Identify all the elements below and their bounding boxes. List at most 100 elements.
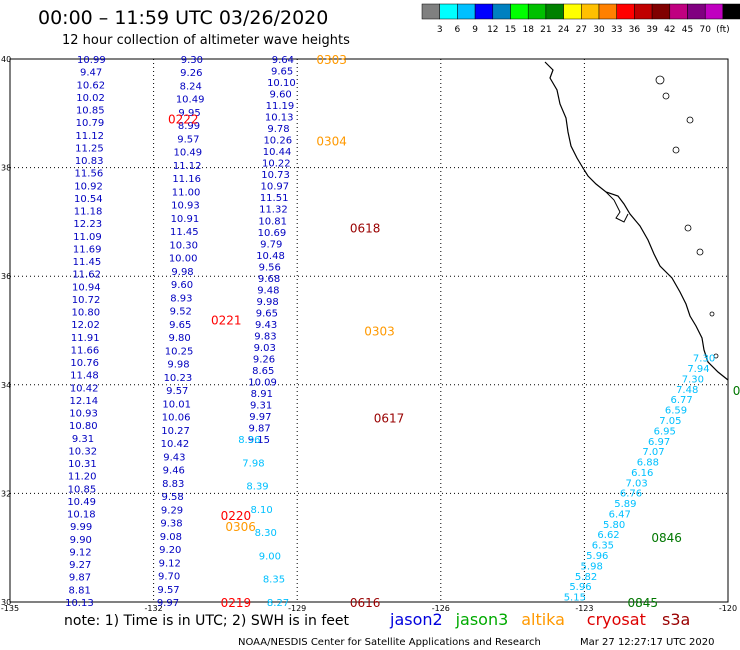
legend-label: (ft) [716,25,730,35]
swh-value: 11.91 [71,333,100,344]
swh-value: 7.07 [642,447,664,458]
swh-value: 11.00 [172,187,201,198]
pass-time-label: 0303 [316,53,347,67]
swh-value: 8.27 [267,598,289,609]
legend-label: 9 [472,25,478,35]
mission-label: jason3 [455,610,509,629]
swh-value: 5.80 [603,520,625,531]
pass-time-label: 0220 [221,509,252,523]
lat-label: 36 [1,272,11,281]
swh-value: 8.24 [180,81,202,92]
legend-label: 3 [437,25,443,35]
legend-swatch [421,3,440,20]
swh-value: 9.90 [70,535,92,546]
swh-value: 5.96 [569,582,591,593]
lake-outline [655,75,665,85]
swh-value: 10.79 [76,118,105,129]
swh-value: 5.89 [614,499,636,510]
swh-value: 11.19 [266,101,295,112]
swh-value: 6.88 [637,458,659,469]
swh-value: 9.12 [159,558,181,569]
swh-value: 10.72 [72,295,101,306]
legend-label: 18 [522,25,534,35]
swh-value: 6.16 [631,468,653,479]
swh-value: 6.77 [670,395,692,406]
swh-value: 10.02 [76,93,105,104]
pass-time-label: 0303 [364,325,395,339]
plot-border [9,58,729,603]
swh-value: 10.92 [74,181,103,192]
swh-value: 11.51 [260,193,289,204]
swh-value: 10.99 [77,55,106,66]
swh-value: 9.46 [163,466,185,477]
mission-legend: jason2 jason3 altika cryosat s3a [389,610,690,629]
lake-outline [662,92,670,100]
swh-value: 5.98 [581,561,603,572]
mission-label: altika [521,610,565,629]
swh-value: 6.95 [654,426,676,437]
swh-value: 11.62 [72,270,101,281]
swh-value: 9.64 [272,55,294,66]
swh-value: 9.31 [72,434,94,445]
legend-label: 39 [646,25,658,35]
swh-value: 9.48 [257,285,279,296]
pass-time-label: 0618 [350,221,381,235]
plot-frame [9,58,729,603]
swh-value: 9.70 [158,572,180,583]
swh-value: 9.79 [260,239,282,250]
swh-value: 10.10 [267,78,296,89]
swh-value: 9.65 [271,67,293,78]
swh-value: 9.78 [267,124,289,135]
pass-time-label: 0845 [627,596,658,610]
swh-value: 11.09 [73,232,102,243]
swh-value: 12.02 [71,320,100,331]
swh-value: 11.16 [172,174,201,185]
lat-label: 38 [1,164,11,173]
swh-value: 10.42 [161,439,190,450]
legend-label: 70 [699,25,711,35]
title-block: 00:00 – 11:59 UTC 03/26/2020 12 hour col… [38,7,350,48]
swh-value: 7.30 [693,354,715,365]
swh-value: 9.97 [249,412,271,423]
swh-value: 9.43 [163,452,185,463]
swh-value: 10.06 [162,413,191,424]
legend-label: 27 [576,25,587,35]
legend-swatch [669,3,688,20]
swh-value: 8.36 [238,435,260,446]
swh-value: 11.25 [75,143,104,154]
swh-value: 10.13 [65,598,94,609]
swh-value: 12.14 [70,396,99,407]
swh-value: 6.35 [592,541,614,552]
swh-value: 10.27 [161,426,190,437]
swh-value: 9.58 [161,492,183,503]
swh-value: 10.93 [171,201,200,212]
swh-value: 8.91 [251,389,273,400]
swh-value: 9.83 [254,331,276,342]
swh-value: 9.43 [255,320,277,331]
lon-label: -135 [1,604,19,613]
legend-swatch [457,3,476,20]
swh-value: 10.81 [258,216,287,227]
legend-swatch [510,3,529,20]
swh-value: 9.29 [161,505,183,516]
pass-time-label: 0222 [168,113,199,127]
legend-swatch [492,3,511,20]
legend-swatch [439,3,458,20]
swh-value: 7.94 [687,364,709,375]
swh-value: 10.25 [165,346,194,357]
legend-label: 15 [505,25,516,35]
swh-value: 6.62 [597,530,619,541]
lake-outline [672,146,680,154]
swh-value: 9.87 [69,573,91,584]
pass-time-label: 0616 [350,596,381,610]
swh-value: 10.97 [261,182,290,193]
swh-value: 9.47 [80,68,102,79]
swh-value: 10.30 [169,240,198,251]
swh-value: 8.65 [252,366,274,377]
lon-label: -123 [575,604,593,613]
legend-swatch [598,3,617,20]
lat-label: 30 [1,598,11,607]
swh-value: 12.23 [73,219,102,230]
swh-value: 10.62 [76,80,105,91]
map-title: 00:00 – 11:59 UTC 03/26/2020 [38,7,328,29]
